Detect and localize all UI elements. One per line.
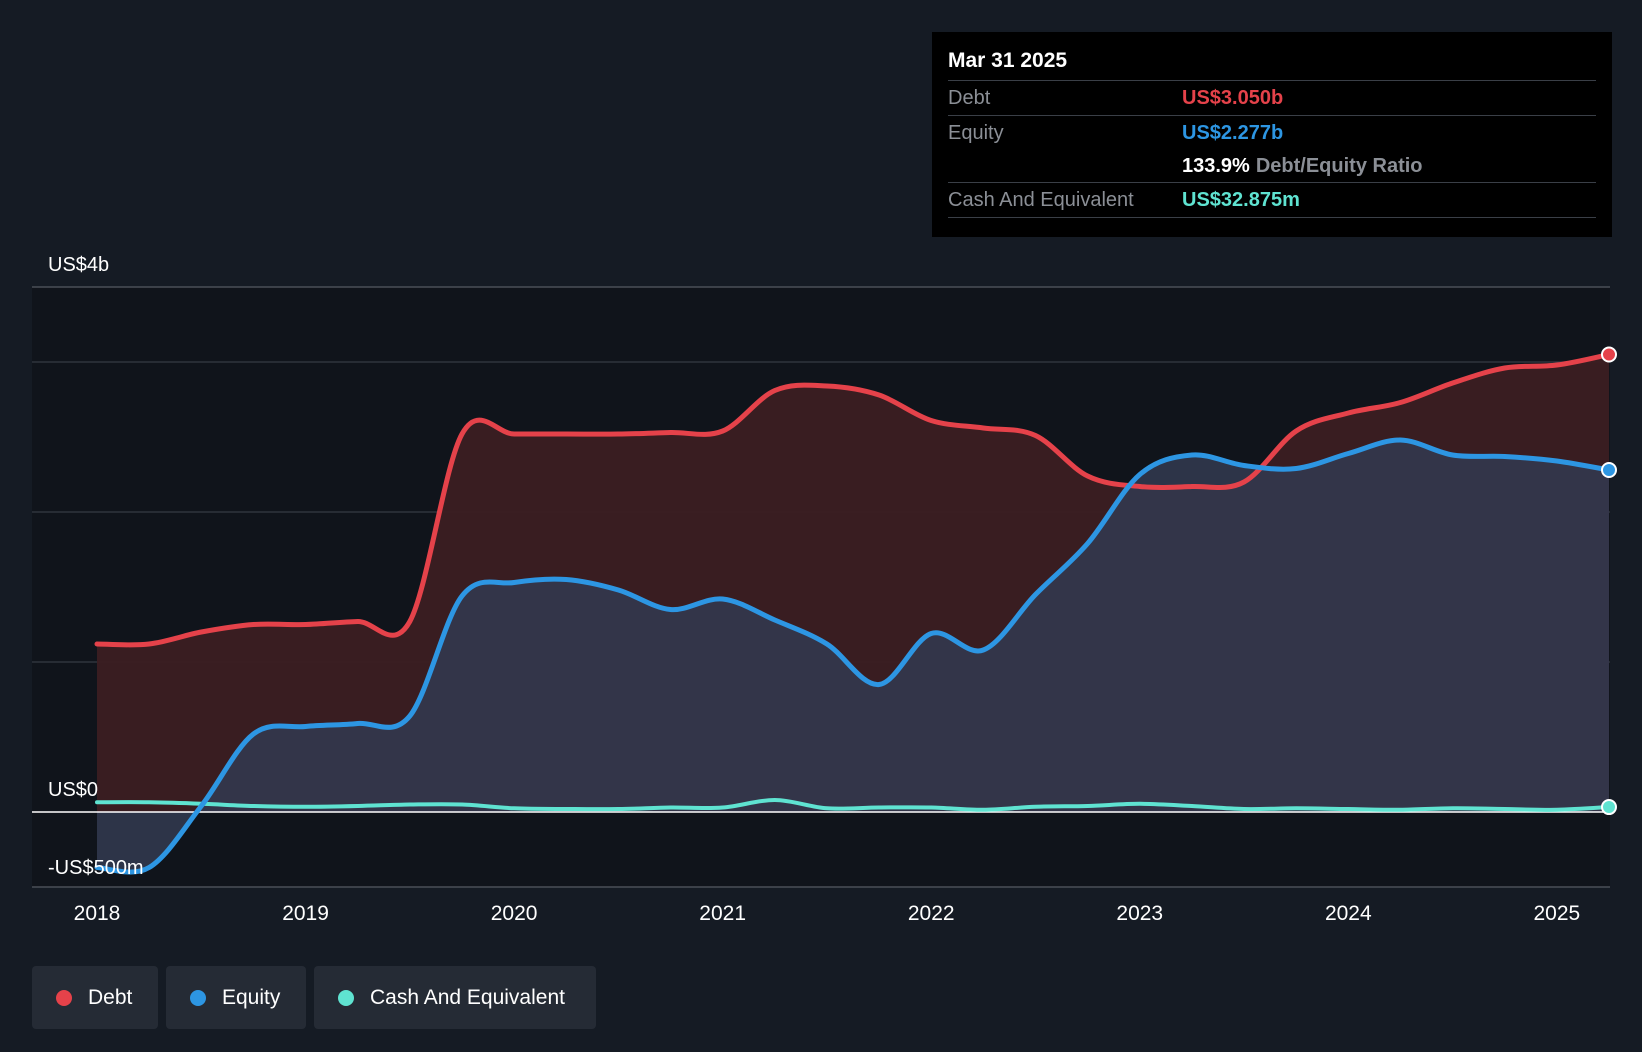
equity-end-marker[interactable] xyxy=(1601,462,1617,478)
equity-series-line[interactable] xyxy=(94,437,1612,875)
y-label-1: US$0 xyxy=(48,779,98,801)
tooltip-cash-row: Cash And Equivalent US$32.875m xyxy=(948,182,1596,218)
cash-dot-icon xyxy=(338,989,354,1006)
debt-series-line[interactable] xyxy=(94,352,1612,648)
y-label-2: -US$500m xyxy=(48,857,144,879)
tooltip-equity-value: US$2.277b xyxy=(1182,121,1284,144)
tooltip-date: Mar 31 2025 xyxy=(948,49,1068,72)
x-tick-2018: 2018 xyxy=(74,902,121,925)
legend-cash[interactable]: Cash And Equivalent xyxy=(314,966,596,1029)
equity-dot-icon xyxy=(190,989,206,1006)
legend-cash-label: Cash And Equivalent xyxy=(370,985,565,1009)
legend-debt[interactable]: Debt xyxy=(32,966,158,1029)
legend-equity[interactable]: Equity xyxy=(166,966,306,1029)
debt-end-marker[interactable] xyxy=(1601,346,1617,363)
legend-debt-label: Debt xyxy=(88,985,133,1009)
equity-area-fill xyxy=(97,439,1609,873)
x-tick-2025: 2025 xyxy=(1534,902,1581,925)
tooltip-equity-row: Equity US$2.277b xyxy=(948,115,1596,150)
x-tick-2023: 2023 xyxy=(1116,902,1163,925)
legend-equity-label: Equity xyxy=(222,985,281,1009)
tooltip-panel: Mar 31 2025 Debt US$3.050b Equity US$2.2… xyxy=(932,32,1612,237)
tooltip-cash-label: Cash And Equivalent xyxy=(948,188,1134,211)
debt-dot-icon xyxy=(56,989,72,1006)
x-tick-2019: 2019 xyxy=(282,902,329,925)
cash-end-marker[interactable] xyxy=(1601,799,1617,816)
tooltip-debt-label: Debt xyxy=(948,86,991,109)
x-tick-2024: 2024 xyxy=(1325,902,1372,925)
y-label-0: US$4b xyxy=(48,254,109,276)
tooltip-ratio-row: 133.9% Debt/Equity Ratio xyxy=(948,150,1596,182)
tooltip-cash-value: US$32.875m xyxy=(1182,188,1300,211)
y-axis-labels: US$4b US$0 -US$500m xyxy=(48,254,144,879)
x-tick-2022: 2022 xyxy=(908,902,955,925)
cash-series-line[interactable] xyxy=(95,797,1611,812)
x-tick-2021: 2021 xyxy=(699,902,746,925)
tooltip-ratio-value: 133.9% xyxy=(1182,154,1250,177)
tooltip-debt-row: Debt US$3.050b xyxy=(948,80,1596,115)
tooltip-equity-label: Equity xyxy=(948,121,1004,144)
tooltip-debt-value: US$3.050b xyxy=(1182,86,1284,109)
tooltip-ratio-label: Debt/Equity Ratio xyxy=(1255,154,1423,177)
x-tick-2020: 2020 xyxy=(491,902,538,925)
x-axis-labels: 2018 2019 2020 2021 2022 2023 2024 2025 xyxy=(74,902,1581,925)
